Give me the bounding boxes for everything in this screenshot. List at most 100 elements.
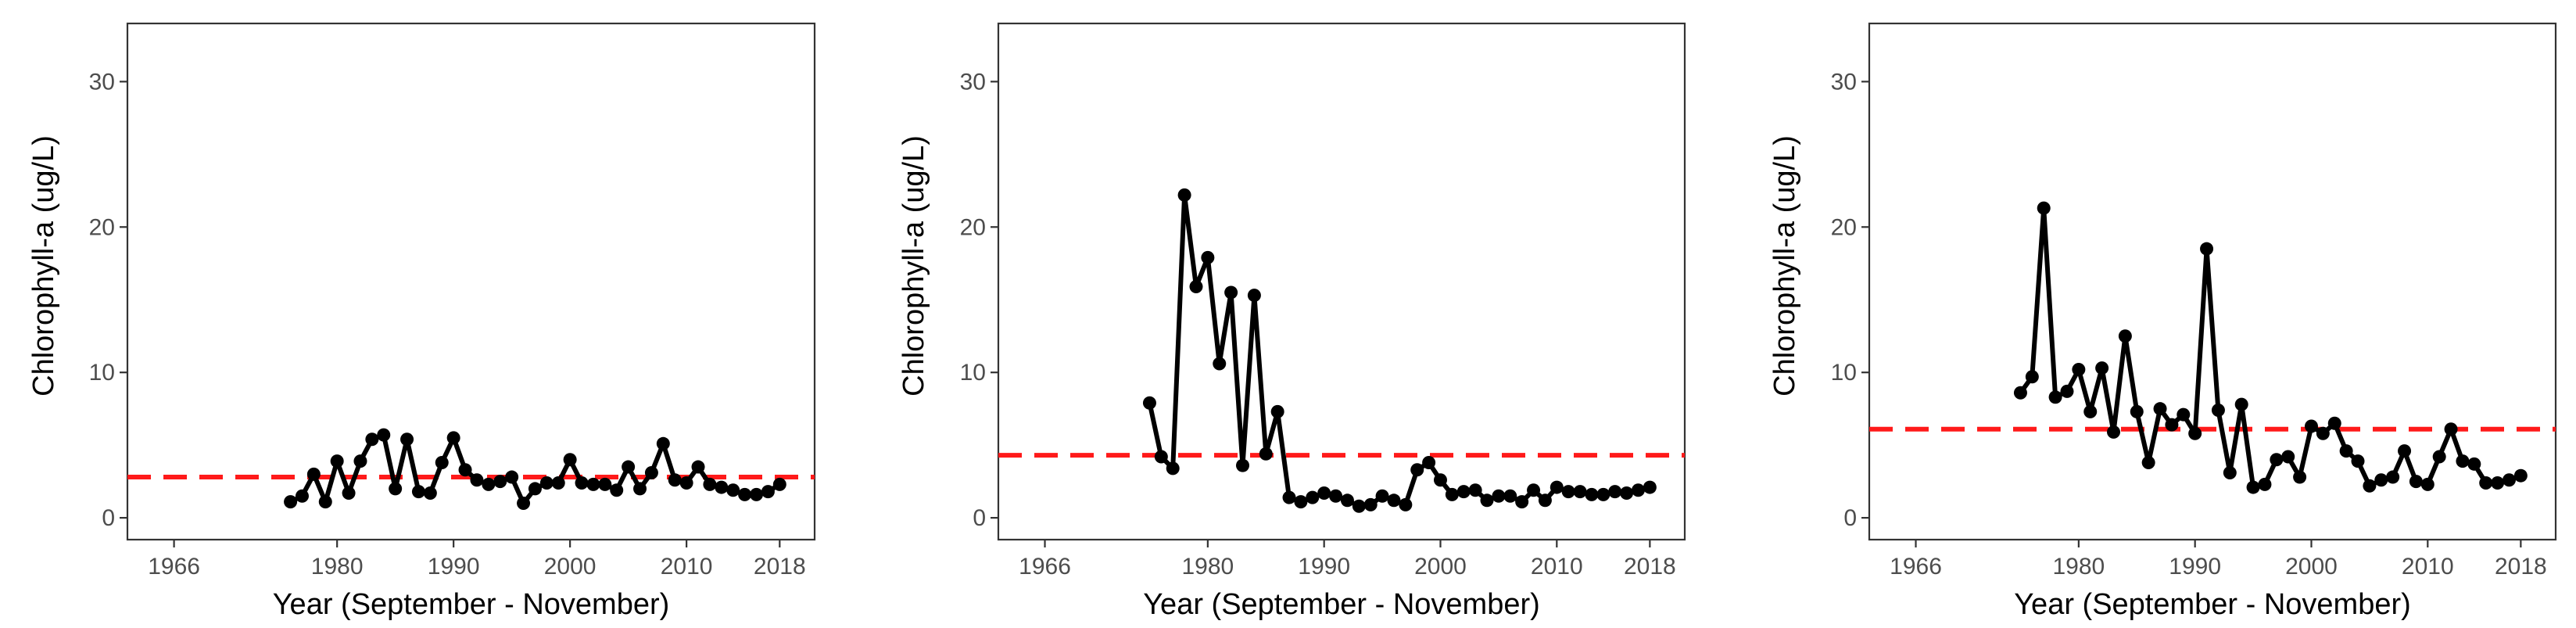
data-point [2491,475,2505,490]
data-point [2013,386,2027,400]
data-point [365,432,379,447]
data-point [2223,465,2237,479]
x-axis-title: Year (September - November) [1143,588,1540,621]
data-point [586,477,600,491]
data-point [738,487,752,501]
panel-border [1868,22,2557,541]
x-tick-label: 1990 [428,554,480,580]
data-point [1340,493,1354,508]
data-point [2153,402,2167,416]
data-point [2327,416,2341,430]
x-tick-label: 2000 [1414,554,1467,580]
data-point [2374,473,2388,487]
data-point [1468,483,1482,497]
data-point [1213,357,1227,371]
y-tick-label: 30 [1831,69,1857,95]
data-point [551,475,565,490]
data-point [610,483,624,497]
data-point [644,465,658,479]
data-point [2270,453,2284,467]
data-point [528,482,542,496]
y-tick-label: 10 [1831,360,1857,386]
data-point [703,477,717,491]
x-tick-label: 2018 [1624,554,1676,580]
data-point [2502,473,2516,487]
data-point [1224,285,1238,300]
data-point [1561,485,1575,499]
data-point [2048,390,2062,404]
data-point [2211,404,2225,418]
data-point [2072,362,2086,376]
data-point [1399,497,1413,511]
data-point [330,454,344,468]
panel-border [126,22,816,541]
data-point [2037,201,2051,215]
data-point [493,475,507,489]
data-point [1154,450,1168,464]
data-point [598,477,612,491]
x-tick-label: 2018 [2495,554,2547,580]
data-point [1375,489,1389,503]
y-tick-label: 30 [960,69,986,95]
data-point [2304,419,2318,433]
data-point [1608,485,1622,499]
x-tick-label: 1966 [1890,554,1942,580]
data-point [563,453,577,467]
data-point [2363,479,2377,493]
y-tick-label: 20 [1831,214,1857,240]
y-tick-label: 0 [1843,505,1857,531]
data-point [2165,418,2179,432]
data-point [400,432,414,447]
data-point [2420,477,2434,491]
data-point [1363,497,1378,511]
data-point [2432,450,2446,464]
data-point [1387,493,1401,508]
data-point [2258,477,2272,491]
data-point [1410,463,1424,477]
data-point [1433,473,1447,487]
data-point [2444,422,2458,436]
data-point [2130,404,2144,418]
y-tick-label: 10 [89,360,115,386]
data-point [633,482,647,496]
data-point [2467,457,2481,471]
data-point [1538,493,1552,508]
data-point [1259,447,1273,461]
data-point [622,460,636,474]
data-point [1643,480,1657,494]
data-point [2316,426,2330,440]
x-tick-label: 1990 [1298,554,1350,580]
data-point [353,454,367,468]
data-point [656,436,670,450]
chart-panel-2: 0 10 20 30 1966 1980 1990 2000 2010 2018 Year (Sep… [897,22,1686,621]
x-tick-label: 1966 [1019,554,1071,580]
data-point [2234,397,2248,411]
data-point [2339,444,2353,458]
data-point [505,470,519,484]
data-point [1236,458,1250,472]
data-point [668,473,682,487]
y-tick-label: 30 [89,69,115,95]
data-point [470,473,484,487]
data-point [2293,470,2307,484]
data-point [1177,188,1191,202]
data-point [1550,480,1564,494]
data-point [2351,454,2365,468]
data-point [2107,425,2121,439]
y-axis-title: Chlorophyll-a (ug/L) [27,135,60,397]
data-point [2095,361,2109,375]
series-line [2018,206,2524,490]
data-point [1456,485,1471,499]
data-point [411,485,425,499]
data-point [2060,384,2074,398]
x-tick-label: 2010 [2402,554,2454,580]
data-point [2409,475,2423,489]
data-point [761,485,775,499]
data-point [435,455,449,469]
data-point [423,486,437,501]
data-point [2118,329,2132,343]
y-tick-label: 10 [960,360,986,386]
data-point [1189,280,1203,294]
data-point [2246,480,2260,494]
